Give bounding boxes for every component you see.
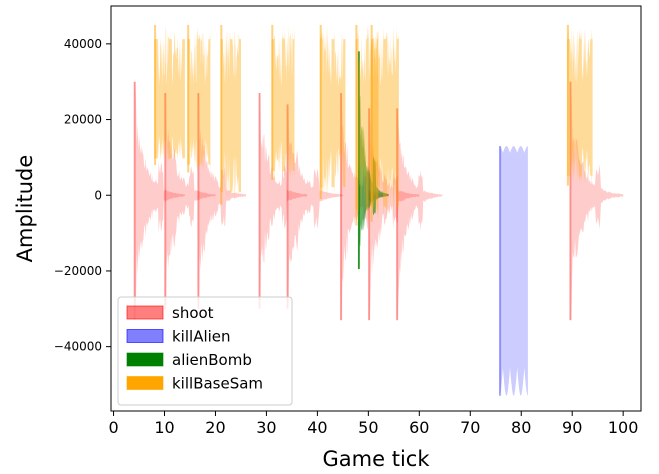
killBaseSam-waveform — [220, 26, 241, 203]
x-tick-label: 60 — [409, 418, 429, 437]
legend-label-alienBomb: alienBomb — [172, 351, 252, 369]
y-tick-label: −20000 — [54, 264, 102, 278]
killBaseSam-waveform — [271, 26, 295, 180]
x-tick-label: 30 — [256, 418, 276, 437]
x-tick-label: 70 — [460, 418, 480, 437]
x-tick-label: 40 — [307, 418, 327, 437]
killBaseSam-waveform — [187, 26, 211, 172]
alienBomb-waveform — [358, 51, 389, 270]
legend-swatch-shoot — [126, 305, 164, 320]
series-alienBomb — [357, 51, 389, 270]
x-tick-label: 50 — [358, 418, 378, 437]
y-axis-title: Amplitude — [13, 155, 37, 263]
x-tick-label: 80 — [511, 418, 531, 437]
killBaseSam-waveform — [355, 27, 379, 223]
legend-label-killBaseSam: killBaseSam — [172, 375, 263, 393]
shoot-waveform — [258, 93, 308, 309]
series-killAlien — [499, 146, 528, 396]
shoot-waveform — [368, 108, 420, 321]
killBaseSam-waveform — [154, 26, 185, 165]
y-tick-label: 40000 — [64, 37, 102, 51]
y-tick-label: 20000 — [64, 113, 102, 127]
legend-swatch-killBaseSam — [126, 376, 164, 390]
killBaseSam-waveform — [567, 26, 593, 185]
x-axis-title: Game tick — [323, 447, 431, 471]
x-tick-label: 10 — [154, 418, 174, 437]
x-tick-label: 90 — [562, 418, 582, 437]
series-layer — [133, 24, 624, 396]
x-axis: 0 10 20 30 40 50 60 70 80 90 100 — [108, 411, 638, 437]
legend-label-shoot: shoot — [172, 304, 214, 322]
y-axis: −40000 −20000 0 20000 40000 — [54, 37, 111, 354]
series-killBaseSam — [154, 24, 593, 226]
shoot-waveform — [569, 81, 624, 321]
y-tick-label: −40000 — [54, 340, 102, 354]
plot-frame — [110, 5, 642, 412]
shoot-waveform — [286, 104, 343, 309]
legend-swatch-alienBomb — [126, 352, 164, 367]
killBaseSam-waveform — [370, 26, 399, 221]
x-tick-label: 20 — [205, 418, 225, 437]
shoot-waveform — [133, 81, 185, 321]
killAlien-waveform — [499, 146, 528, 396]
legend-label-killAlien: killAlien — [172, 328, 231, 346]
x-tick-label: 100 — [608, 418, 639, 437]
shoot-waveform — [396, 108, 443, 321]
killBaseSam-waveform — [319, 26, 346, 199]
legend-swatch-killAlien — [126, 329, 164, 343]
legend: shoot killAlien alienBomb killBaseSam — [117, 296, 293, 406]
shoot-waveform — [164, 93, 216, 309]
y-tick-label: 0 — [94, 188, 102, 202]
x-tick-label: 0 — [108, 418, 118, 437]
